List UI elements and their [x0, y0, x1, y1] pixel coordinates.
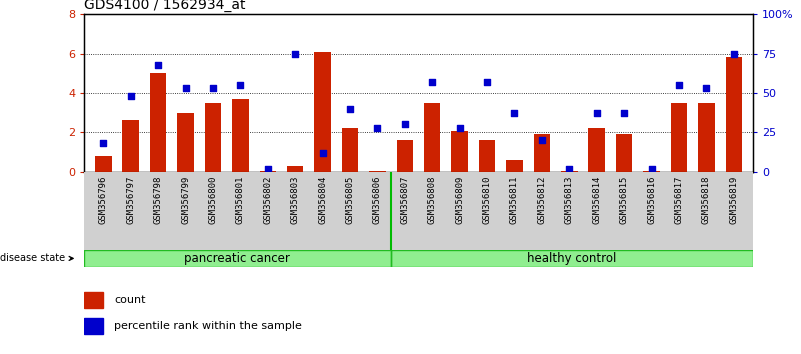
Bar — [424, 103, 441, 172]
Bar — [342, 129, 358, 172]
Bar — [314, 52, 331, 172]
Text: GSM356801: GSM356801 — [235, 176, 245, 224]
Bar — [452, 131, 468, 172]
Text: GSM356806: GSM356806 — [373, 176, 382, 224]
Bar — [95, 156, 111, 172]
Text: GSM356809: GSM356809 — [455, 176, 464, 224]
Text: count: count — [115, 295, 146, 306]
Point — [398, 122, 411, 127]
Text: GSM356796: GSM356796 — [99, 176, 108, 224]
Point — [124, 93, 137, 99]
Bar — [369, 171, 385, 172]
Text: GSM356803: GSM356803 — [291, 176, 300, 224]
Bar — [260, 171, 276, 172]
Text: disease state: disease state — [0, 253, 73, 263]
Text: GSM356802: GSM356802 — [264, 176, 272, 224]
Point — [590, 110, 603, 116]
Text: GSM356799: GSM356799 — [181, 176, 190, 224]
Text: percentile rank within the sample: percentile rank within the sample — [115, 321, 302, 331]
Text: GSM356805: GSM356805 — [345, 176, 355, 224]
Text: GSM356800: GSM356800 — [208, 176, 217, 224]
Text: GSM356818: GSM356818 — [702, 176, 710, 224]
Point — [453, 125, 466, 130]
Point — [563, 166, 576, 171]
Point — [727, 51, 740, 56]
Bar — [84, 292, 103, 308]
Bar — [391, 250, 753, 267]
Bar — [232, 99, 248, 172]
Point — [261, 166, 274, 171]
Bar — [589, 129, 605, 172]
Text: GSM356804: GSM356804 — [318, 176, 327, 224]
Point — [481, 79, 493, 85]
Text: GSM356816: GSM356816 — [647, 176, 656, 224]
Point — [234, 82, 247, 88]
Point — [426, 79, 439, 85]
Bar — [123, 120, 139, 172]
Bar — [150, 73, 167, 172]
Bar — [506, 160, 523, 172]
Bar — [84, 250, 391, 267]
Text: GSM356808: GSM356808 — [428, 176, 437, 224]
Bar — [391, 250, 753, 267]
Point — [673, 82, 686, 88]
Bar — [84, 250, 391, 267]
Bar — [396, 140, 413, 172]
Point — [97, 141, 110, 146]
Text: GSM356817: GSM356817 — [674, 176, 683, 224]
Bar — [643, 171, 660, 172]
Bar — [698, 103, 714, 172]
Text: GSM356797: GSM356797 — [127, 176, 135, 224]
Point — [207, 85, 219, 91]
Text: GSM356812: GSM356812 — [537, 176, 546, 224]
Text: GSM356819: GSM356819 — [729, 176, 739, 224]
Bar — [726, 57, 742, 172]
Bar — [84, 318, 103, 334]
Point — [289, 51, 302, 56]
Bar — [561, 171, 578, 172]
Bar — [616, 134, 632, 172]
Point — [151, 62, 164, 67]
Text: GSM356813: GSM356813 — [565, 176, 574, 224]
Point — [371, 125, 384, 130]
Text: GSM356807: GSM356807 — [400, 176, 409, 224]
Bar — [205, 103, 221, 172]
Point — [700, 85, 713, 91]
Point — [535, 137, 548, 143]
Bar — [479, 140, 495, 172]
Text: GSM356815: GSM356815 — [620, 176, 629, 224]
Point — [645, 166, 658, 171]
Bar — [287, 166, 304, 172]
Text: GSM356798: GSM356798 — [154, 176, 163, 224]
Text: GSM356810: GSM356810 — [482, 176, 492, 224]
Point — [508, 110, 521, 116]
Point — [316, 150, 329, 156]
Bar — [533, 134, 550, 172]
Point — [618, 110, 630, 116]
Text: healthy control: healthy control — [527, 252, 617, 265]
Text: GDS4100 / 1562934_at: GDS4100 / 1562934_at — [84, 0, 246, 12]
Text: pancreatic cancer: pancreatic cancer — [184, 252, 290, 265]
Bar — [177, 113, 194, 172]
Point — [179, 85, 192, 91]
Bar — [670, 103, 687, 172]
Point — [344, 106, 356, 112]
Text: GSM356811: GSM356811 — [510, 176, 519, 224]
Text: GSM356814: GSM356814 — [592, 176, 602, 224]
